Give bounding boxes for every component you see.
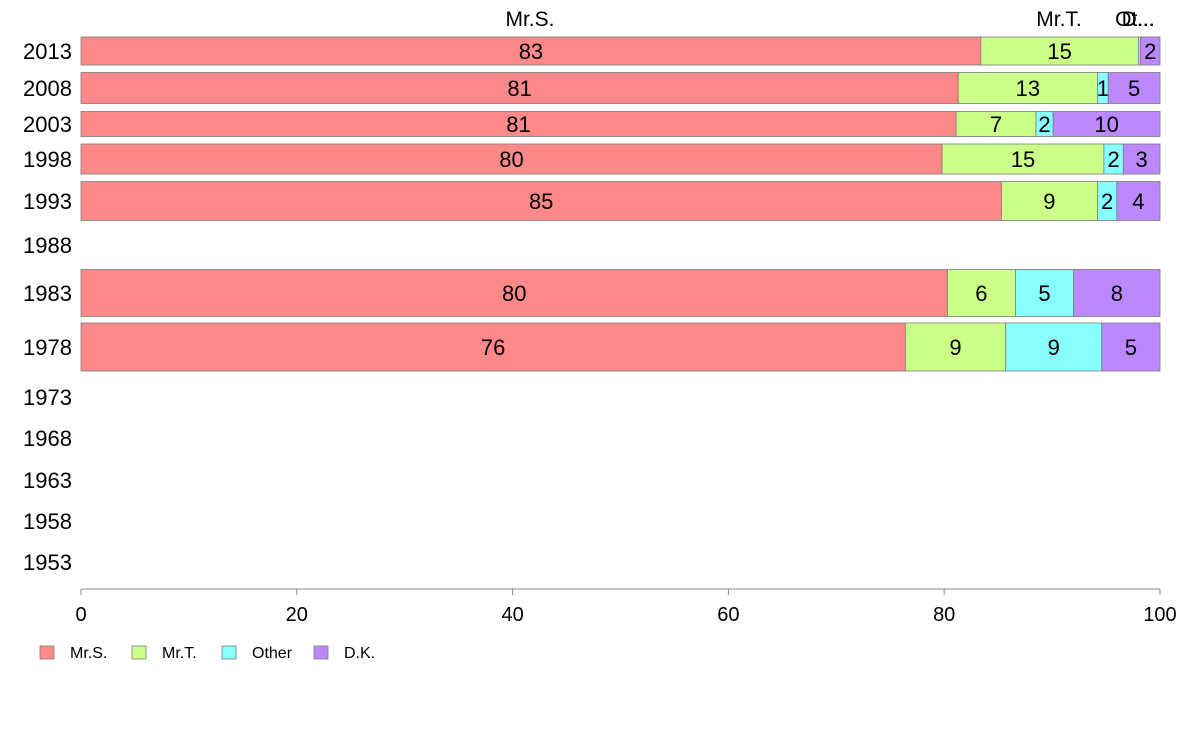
x-tick-label-100: 100 bbox=[1143, 604, 1176, 626]
bar-1983-D.K. bbox=[1073, 269, 1161, 317]
bar-label-2003-Mr.T.: 7 bbox=[990, 112, 1002, 137]
bar-2013-D.K. bbox=[1140, 36, 1161, 66]
bar-1978-Other bbox=[1005, 322, 1103, 372]
bar-2003-D.K. bbox=[1052, 111, 1161, 137]
bar-label-1978-Mr.T.: 9 bbox=[949, 335, 961, 360]
bar-label-1978-Mr.S.: 76 bbox=[481, 335, 505, 360]
bar-label-2013-Mr.S.: 83 bbox=[519, 39, 543, 64]
y-label-2013: 2013 bbox=[23, 39, 72, 64]
bar-1993-D.K. bbox=[1116, 181, 1161, 221]
bar-2013-Mr.T. bbox=[980, 36, 1139, 66]
legend-label-Mr.T.: Mr.T. bbox=[162, 645, 197, 662]
y-label-1998: 1998 bbox=[23, 147, 72, 172]
bar-label-1998-Other: 2 bbox=[1107, 147, 1119, 172]
y-axis-labels: 2013 2008 2003 1998 1993 1988 1983 1978 1973 1968… bbox=[23, 39, 72, 575]
bar-label-1993-Other: 2 bbox=[1101, 189, 1113, 214]
y-label-2003: 2003 bbox=[23, 112, 72, 137]
y-label-1958: 1958 bbox=[23, 509, 72, 534]
bar-1983-Mr.T. bbox=[947, 269, 1016, 317]
bar-label-1983-Other: 5 bbox=[1038, 281, 1050, 306]
legend-swatch-Other bbox=[221, 645, 237, 660]
bar-label-1998-Mr.T.: 15 bbox=[1011, 147, 1035, 172]
bar-label-1993-Mr.S.: 85 bbox=[529, 189, 553, 214]
y-label-1973: 1973 bbox=[23, 385, 72, 410]
x-tick-label-80: 80 bbox=[933, 604, 955, 626]
bar-2008-D.K. bbox=[1107, 72, 1161, 104]
bar-label-1993-D.K.: 4 bbox=[1132, 189, 1144, 214]
bar-label-2013-D.K.: 2 bbox=[1144, 39, 1156, 64]
bar-label-1978-D.K.: 5 bbox=[1125, 335, 1137, 360]
legend: Mr.S. Mr.T. Other D.K. bbox=[39, 645, 375, 662]
bar-label-2003-Mr.S.: 81 bbox=[506, 112, 530, 137]
y-label-1968: 1968 bbox=[23, 426, 72, 451]
bar-label-1978-Other: 9 bbox=[1048, 335, 1060, 360]
y-label-1978: 1978 bbox=[23, 335, 72, 360]
bar-label-2008-D.K.: 5 bbox=[1128, 76, 1140, 101]
x-axis: 0 20 40 60 80 100 bbox=[75, 588, 1177, 626]
bar-1993-Mr.S. bbox=[80, 181, 1002, 221]
bar-1978-Mr.S. bbox=[80, 322, 906, 372]
x-tick-label-20: 20 bbox=[286, 604, 308, 626]
bar-2003-Mr.T. bbox=[955, 111, 1037, 137]
top-label-3: D... bbox=[1122, 8, 1155, 31]
y-label-1993: 1993 bbox=[23, 189, 72, 214]
x-tick-label-0: 0 bbox=[75, 604, 86, 626]
bar-label-1998-D.K.: 3 bbox=[1136, 147, 1148, 172]
bar-1978-Mr.T. bbox=[904, 322, 1007, 372]
legend-label-Mr.S.: Mr.S. bbox=[70, 645, 107, 662]
bar-label-1983-Mr.S.: 80 bbox=[502, 281, 526, 306]
y-label-1988: 1988 bbox=[23, 233, 72, 258]
bar-label-2003-D.K.: 10 bbox=[1094, 112, 1118, 137]
legend-swatch-Mr.T. bbox=[131, 645, 147, 660]
bar-label-1983-D.K.: 8 bbox=[1111, 281, 1123, 306]
top-label-2: Ot... bbox=[1115, 8, 1155, 31]
top-series-labels: Mr.S. Mr.T. Ot...D... bbox=[505, 8, 1154, 31]
bar-1993-Mr.T. bbox=[1000, 181, 1098, 221]
y-label-1983: 1983 bbox=[23, 281, 72, 306]
bar-2003-Mr.S. bbox=[80, 111, 957, 137]
x-tick-label-40: 40 bbox=[501, 604, 523, 626]
bar-label-2013-Mr.T.: 15 bbox=[1047, 39, 1071, 64]
bar-1998-Mr.T. bbox=[941, 143, 1105, 175]
bar-label-2003-Other: 2 bbox=[1038, 112, 1050, 137]
bar-1983-Other bbox=[1015, 269, 1075, 317]
bar-label-2008-Mr.S.: 81 bbox=[507, 76, 531, 101]
legend-label-D.K.: D.K. bbox=[344, 645, 375, 662]
bar-label-2008-Other: 1 bbox=[1097, 76, 1109, 101]
bar-1998-D.K. bbox=[1122, 143, 1161, 175]
top-label-1: Mr.T. bbox=[1036, 8, 1082, 31]
x-tick-label-60: 60 bbox=[717, 604, 739, 626]
bar-1998-Mr.S. bbox=[80, 143, 943, 175]
bar-label-2008-Mr.T.: 13 bbox=[1016, 76, 1040, 101]
y-label-2008: 2008 bbox=[23, 76, 72, 101]
bar-label-1998-Mr.S.: 80 bbox=[499, 147, 523, 172]
y-label-1963: 1963 bbox=[23, 468, 72, 493]
legend-label-Other: Other bbox=[252, 645, 293, 662]
bar-2008-Mr.S. bbox=[80, 72, 959, 104]
bar-label-1983-Mr.T.: 6 bbox=[975, 281, 987, 306]
bar-label-1993-Mr.T.: 9 bbox=[1043, 189, 1055, 214]
legend-swatch-Mr.S. bbox=[39, 645, 55, 660]
bar-1983-Mr.S. bbox=[80, 269, 948, 317]
bar-1978-D.K. bbox=[1101, 322, 1161, 372]
legend-swatch-D.K. bbox=[313, 645, 329, 660]
top-label-0: Mr.S. bbox=[505, 8, 554, 31]
y-label-1953: 1953 bbox=[23, 550, 72, 575]
